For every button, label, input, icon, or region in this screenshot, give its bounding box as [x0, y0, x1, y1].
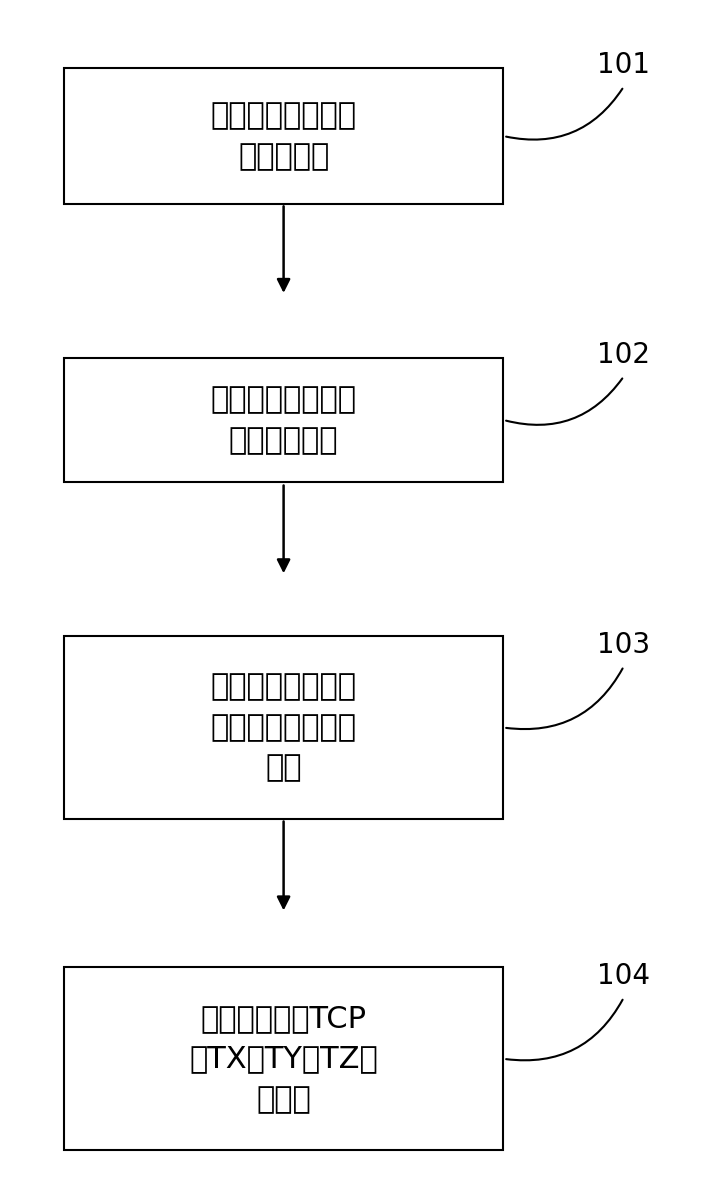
FancyBboxPatch shape — [64, 357, 503, 483]
Text: 101: 101 — [598, 51, 650, 79]
Text: 102: 102 — [598, 341, 650, 369]
Text: 计算出机器人TCP
的TX、TY和TZ三
个分量: 计算出机器人TCP 的TX、TY和TZ三 个分量 — [189, 1004, 378, 1113]
FancyBboxPatch shape — [64, 636, 503, 820]
Text: 将平板至于机器人
活动范围内: 将平板至于机器人 活动范围内 — [211, 102, 357, 170]
FancyBboxPatch shape — [64, 69, 503, 205]
Text: 103: 103 — [598, 631, 650, 659]
Text: 机器人平动，测量
三个点的坐标: 机器人平动，测量 三个点的坐标 — [211, 386, 357, 454]
Text: 分别测量平板两个
平面上的三个点的
坐标: 分别测量平板两个 平面上的三个点的 坐标 — [211, 673, 357, 782]
Text: 104: 104 — [598, 962, 650, 990]
FancyBboxPatch shape — [64, 968, 503, 1150]
